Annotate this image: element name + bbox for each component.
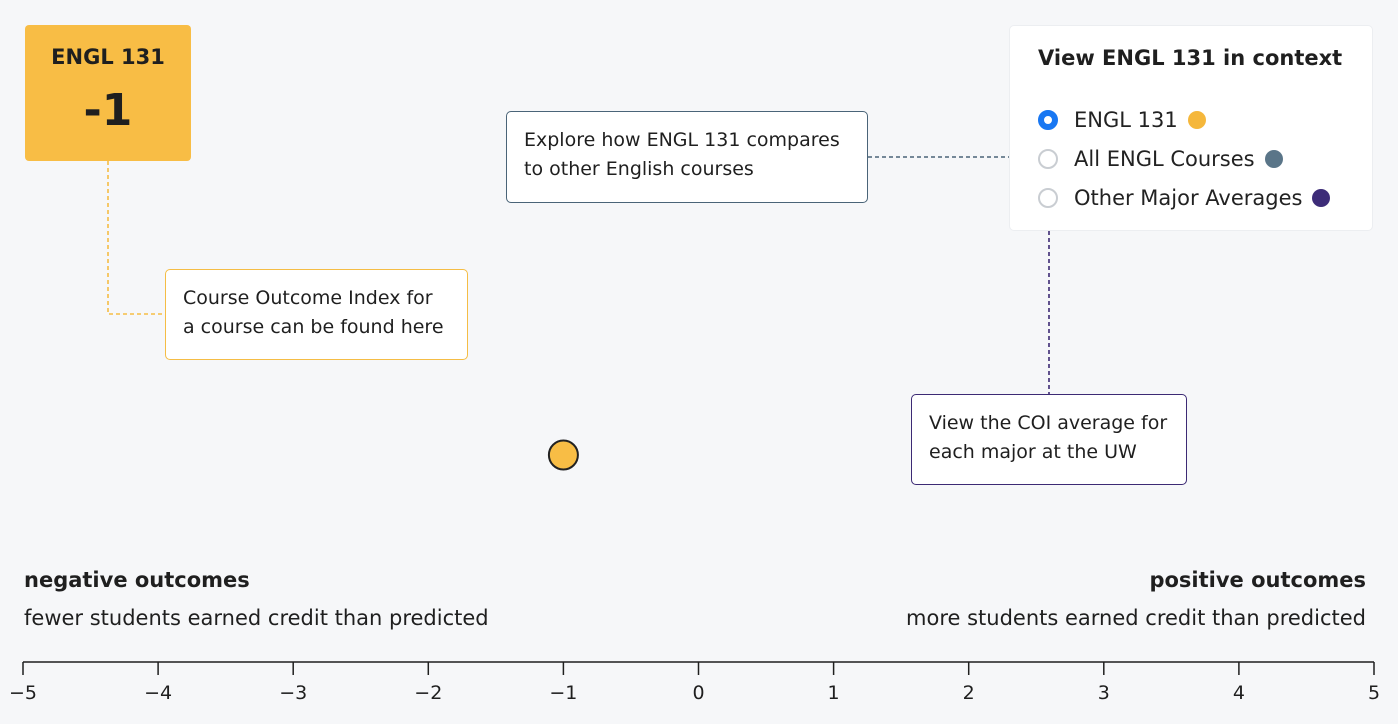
option-label[interactable]: Other Major Averages — [1074, 186, 1303, 210]
negative-outcomes-title: negative outcomes — [24, 568, 250, 592]
x-tick-label: 1 — [828, 682, 840, 704]
coi-tooltip: Course Outcome Index for a course can be… — [165, 269, 468, 360]
x-tick-label: 2 — [963, 682, 975, 704]
x-tick-label: −1 — [549, 682, 577, 704]
compare-tooltip: Explore how ENGL 131 compares to other E… — [506, 111, 868, 203]
negative-outcomes-subtitle: fewer students earned credit than predic… — [24, 606, 489, 630]
x-axis-ticks: −5 −4 −3 −2 −1 0 1 2 3 4 5 — [9, 662, 1380, 704]
x-tick-label: 0 — [692, 682, 704, 704]
x-tick-label: −2 — [414, 682, 442, 704]
x-tick-label: 5 — [1368, 682, 1380, 704]
option-other-major-averages[interactable]: Other Major Averages — [1038, 183, 1331, 213]
option-label[interactable]: ENGL 131 — [1074, 108, 1178, 132]
legend-dot-icon — [1187, 111, 1206, 129]
positive-outcomes-title: positive outcomes — [1149, 568, 1366, 592]
radio-engl-131[interactable] — [1038, 110, 1058, 130]
option-engl-131[interactable]: ENGL 131 — [1038, 105, 1206, 135]
context-panel: View ENGL 131 in context ENGL 131 All EN… — [1009, 25, 1373, 231]
positive-outcomes-subtitle: more students earned credit than predict… — [906, 606, 1366, 630]
radio-other-major-averages[interactable] — [1038, 188, 1058, 208]
course-data-point[interactable] — [547, 439, 579, 471]
x-tick-label: 3 — [1098, 682, 1110, 704]
x-tick-label: 4 — [1233, 682, 1245, 704]
x-tick-label: −4 — [144, 682, 172, 704]
option-all-engl-courses[interactable]: All ENGL Courses — [1038, 144, 1283, 174]
x-tick-label: −3 — [279, 682, 307, 704]
legend-dot-icon — [1264, 150, 1283, 168]
major-average-tooltip: View the COI average for each major at t… — [911, 394, 1187, 485]
context-panel-title: View ENGL 131 in context — [1038, 46, 1343, 70]
course-outcome-index-value: -1 — [83, 85, 133, 136]
legend-dot-icon — [1312, 189, 1331, 207]
radio-all-engl-courses[interactable] — [1038, 149, 1058, 169]
x-tick-label: −5 — [9, 682, 37, 704]
option-label[interactable]: All ENGL Courses — [1074, 147, 1255, 171]
connector-coi — [107, 161, 165, 315]
course-outcome-card: ENGL 131 -1 — [25, 25, 191, 161]
data-points — [547, 439, 579, 471]
course-code: ENGL 131 — [51, 45, 165, 69]
